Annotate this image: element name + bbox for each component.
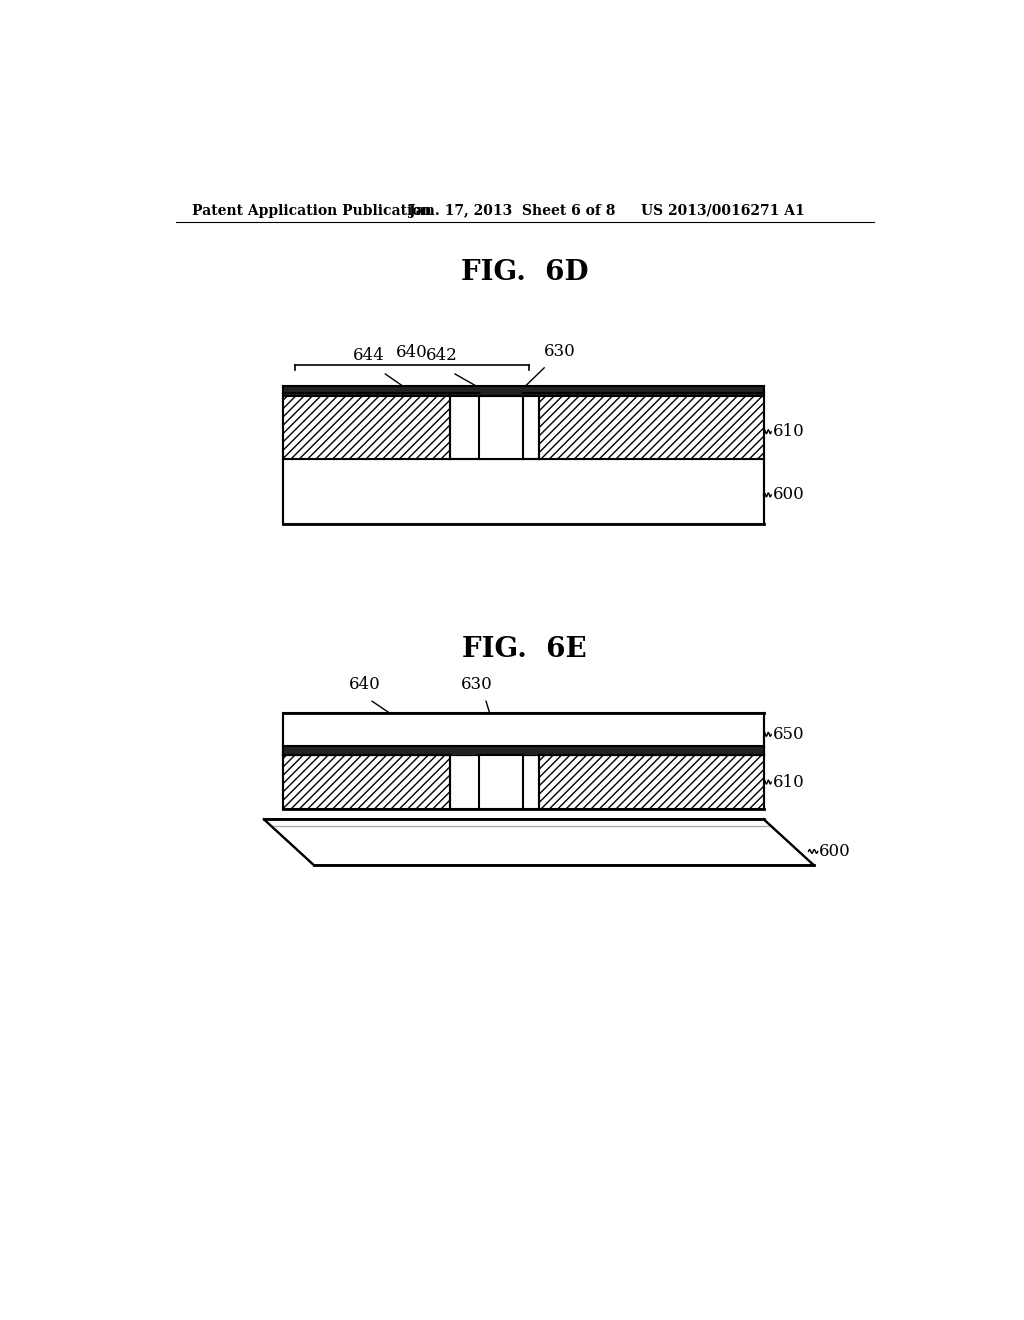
Text: 630: 630 bbox=[544, 343, 575, 360]
Polygon shape bbox=[263, 818, 814, 866]
Text: 640: 640 bbox=[396, 345, 428, 360]
Bar bbox=[539, 385, 764, 396]
Text: 630: 630 bbox=[461, 676, 493, 693]
Text: 600: 600 bbox=[819, 843, 851, 859]
Text: 644: 644 bbox=[352, 347, 384, 364]
Text: 610: 610 bbox=[773, 424, 805, 441]
Bar bbox=[283, 713, 764, 755]
Text: 640: 640 bbox=[348, 676, 380, 693]
Text: 600: 600 bbox=[773, 486, 805, 503]
Text: 642: 642 bbox=[426, 347, 458, 364]
Bar bbox=[539, 746, 764, 755]
Text: 610: 610 bbox=[773, 774, 805, 791]
Text: Jan. 17, 2013  Sheet 6 of 8: Jan. 17, 2013 Sheet 6 of 8 bbox=[409, 203, 615, 218]
Bar bbox=[539, 755, 764, 809]
Bar bbox=[283, 385, 450, 396]
Text: 650: 650 bbox=[773, 726, 805, 743]
Bar bbox=[283, 393, 450, 459]
Bar bbox=[283, 459, 764, 524]
Bar bbox=[539, 393, 764, 459]
Bar bbox=[283, 746, 450, 755]
Bar bbox=[283, 755, 450, 809]
Text: FIG.  6E: FIG. 6E bbox=[463, 636, 587, 663]
Bar bbox=[479, 755, 523, 809]
Text: FIG.  6D: FIG. 6D bbox=[461, 259, 589, 286]
Bar bbox=[479, 396, 523, 459]
Text: US 2013/0016271 A1: US 2013/0016271 A1 bbox=[641, 203, 805, 218]
Bar bbox=[450, 746, 539, 755]
Bar bbox=[450, 385, 539, 396]
Text: Patent Application Publication: Patent Application Publication bbox=[191, 203, 431, 218]
